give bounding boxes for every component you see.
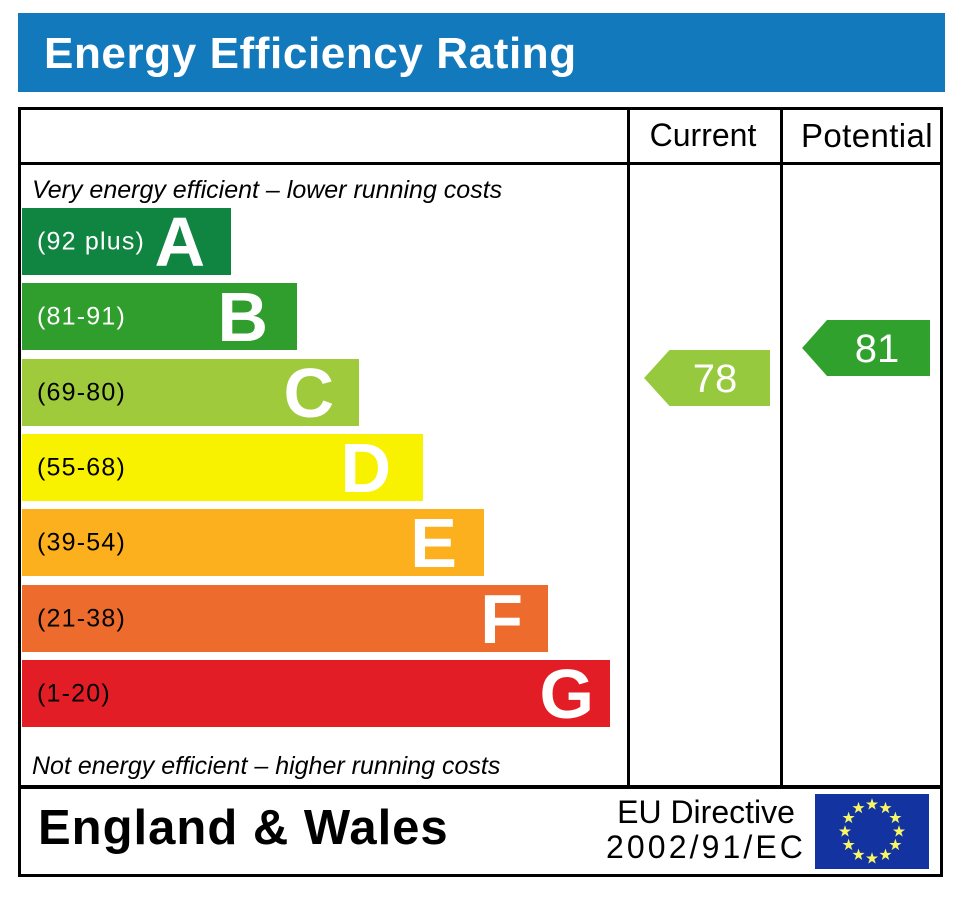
- svg-text:78: 78: [693, 357, 738, 401]
- svg-text:81: 81: [855, 327, 900, 371]
